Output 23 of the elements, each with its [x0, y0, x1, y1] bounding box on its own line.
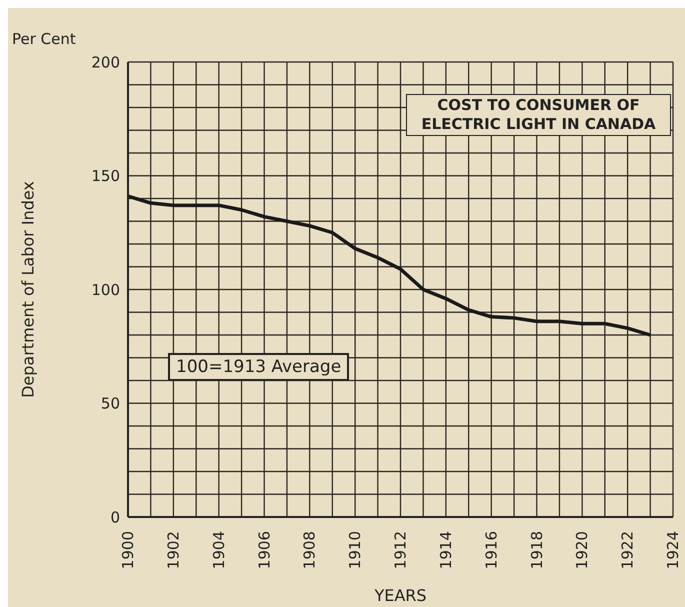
- text: COST TO CONSUMER OF ELECTRIC LIGHT IN CANADA: [406, 94, 671, 136]
- x-tick-label: 1922: [618, 531, 637, 570]
- y-tick-label: 100: [91, 280, 120, 299]
- x-tick-label: 1924: [664, 531, 682, 570]
- y-tick-label: 50: [100, 394, 120, 413]
- x-tick-label: 1908: [300, 531, 319, 570]
- y-tick-label: 200: [91, 53, 120, 72]
- y-tick-label: 0: [110, 508, 120, 526]
- x-tick-label: 1902: [164, 531, 182, 570]
- x-tick-label: 1904: [210, 531, 228, 570]
- x-tick-label: 1920: [573, 531, 592, 570]
- text: Per Cent: [12, 30, 76, 48]
- x-tick-label: 1918: [528, 531, 546, 570]
- x-tick-label: 1910: [346, 531, 364, 570]
- y-axis-title: Department of Labor Index: [18, 181, 38, 398]
- y-tick-label: 150: [91, 167, 120, 186]
- x-axis-title: YEARS: [373, 586, 427, 605]
- x-tick-label: 1906: [255, 531, 274, 570]
- x-tick-label: 1912: [392, 531, 410, 570]
- x-tick-label: 1914: [436, 531, 455, 570]
- x-tick-label: 1900: [119, 531, 137, 570]
- annotation: 100=1913 Average: [168, 353, 350, 382]
- x-tick-label: 1916: [482, 531, 500, 570]
